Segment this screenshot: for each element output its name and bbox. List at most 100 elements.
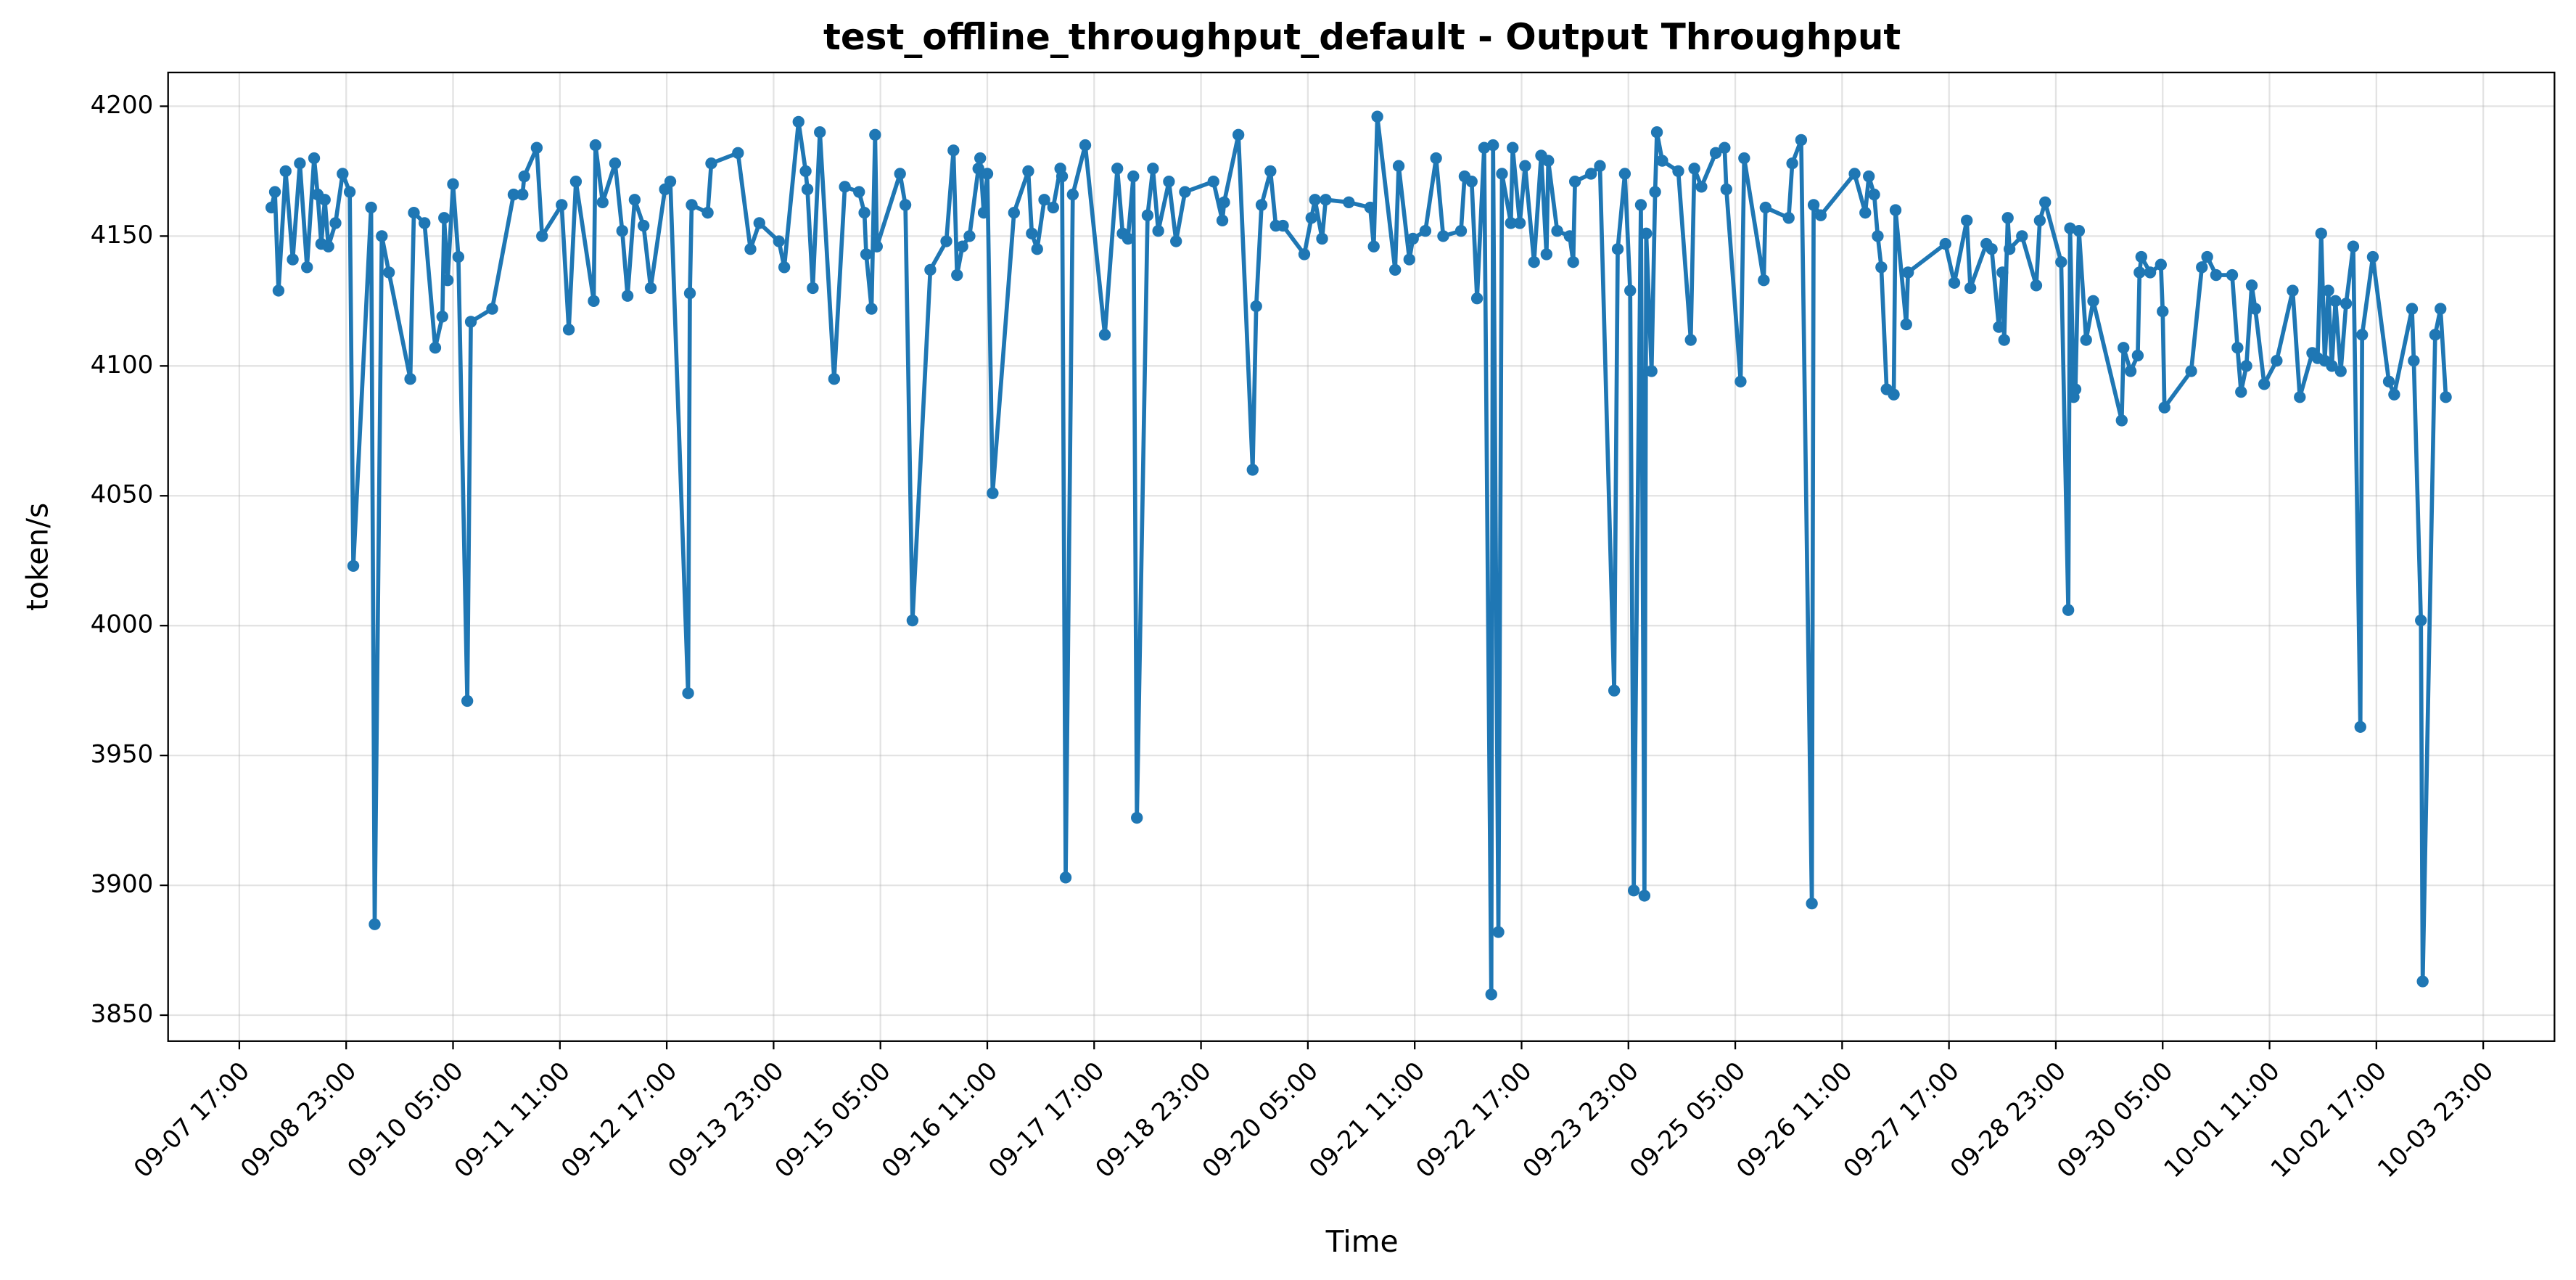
data-point bbox=[447, 178, 459, 190]
data-point bbox=[1695, 181, 1708, 193]
data-point bbox=[1889, 204, 1902, 216]
data-point bbox=[2287, 284, 2299, 297]
data-point bbox=[2294, 391, 2306, 403]
data-point bbox=[1688, 163, 1700, 175]
data-point bbox=[1298, 248, 1311, 260]
data-point bbox=[839, 181, 851, 193]
y-tick-label: 4200 bbox=[91, 91, 154, 120]
data-point bbox=[2064, 222, 2076, 234]
data-point bbox=[347, 559, 360, 573]
data-point bbox=[1264, 165, 1277, 178]
data-point bbox=[294, 157, 306, 170]
data-point bbox=[1902, 266, 1914, 279]
y-tick-label: 4050 bbox=[91, 480, 154, 509]
data-point bbox=[1795, 134, 1808, 147]
y-tick-label: 4000 bbox=[91, 610, 154, 639]
data-point bbox=[1758, 274, 1770, 287]
data-point bbox=[2347, 240, 2360, 253]
data-point bbox=[1568, 176, 1581, 188]
data-point bbox=[807, 282, 819, 295]
y-axis-label: token/s bbox=[20, 503, 55, 611]
data-point bbox=[924, 263, 937, 276]
data-point bbox=[1059, 871, 1072, 884]
data-point bbox=[1986, 243, 1998, 255]
data-point bbox=[1122, 232, 1135, 245]
data-point bbox=[1492, 926, 1505, 938]
data-point bbox=[337, 168, 349, 180]
data-point bbox=[1672, 165, 1684, 178]
data-point bbox=[1407, 232, 1419, 245]
data-point bbox=[2382, 375, 2395, 387]
data-point bbox=[2340, 298, 2353, 310]
data-point bbox=[906, 614, 919, 627]
data-point bbox=[2055, 255, 2067, 268]
data-point bbox=[2315, 227, 2327, 239]
data-point bbox=[792, 115, 805, 128]
data-point bbox=[1207, 176, 1219, 188]
data-point bbox=[308, 152, 321, 165]
data-point bbox=[1364, 201, 1376, 214]
data-point bbox=[569, 176, 583, 188]
data-point bbox=[1859, 206, 1872, 219]
data-point bbox=[408, 206, 420, 219]
data-point bbox=[1551, 225, 1563, 237]
data-point bbox=[860, 248, 873, 260]
data-point bbox=[588, 295, 600, 308]
data-point bbox=[1594, 160, 1606, 172]
data-point bbox=[369, 918, 381, 930]
data-point bbox=[2415, 614, 2427, 627]
data-point bbox=[279, 165, 292, 178]
data-point bbox=[956, 240, 968, 253]
data-point bbox=[1470, 292, 1484, 305]
data-point bbox=[2245, 279, 2258, 292]
data-point bbox=[2003, 243, 2016, 255]
data-point bbox=[1309, 194, 1321, 206]
data-point bbox=[1720, 183, 1732, 196]
data-point bbox=[869, 128, 881, 141]
data-point bbox=[1250, 300, 1262, 313]
data-point bbox=[1738, 152, 1750, 165]
data-point bbox=[977, 206, 990, 219]
data-point bbox=[2322, 284, 2334, 297]
data-point bbox=[1807, 199, 1820, 211]
data-point bbox=[1026, 227, 1038, 239]
data-point bbox=[1585, 168, 1597, 180]
data-point bbox=[1343, 196, 1355, 209]
data-point bbox=[963, 230, 976, 242]
data-point bbox=[1047, 201, 1059, 214]
data-point bbox=[1814, 209, 1827, 221]
data-point bbox=[2329, 295, 2342, 308]
data-point bbox=[2039, 196, 2052, 209]
data-point bbox=[1540, 248, 1553, 260]
data-point bbox=[1634, 199, 1647, 211]
y-tick-label: 4100 bbox=[91, 350, 154, 380]
data-point bbox=[1624, 284, 1637, 297]
x-axis-label: Time bbox=[1325, 1224, 1399, 1259]
data-point bbox=[1519, 160, 1531, 172]
data-point bbox=[507, 188, 520, 201]
data-point bbox=[1649, 186, 1661, 198]
data-point bbox=[2235, 385, 2247, 398]
data-point bbox=[2131, 349, 2144, 362]
data-point bbox=[2030, 279, 2043, 292]
data-point bbox=[1656, 155, 1668, 167]
data-point bbox=[1255, 199, 1268, 211]
data-point bbox=[1507, 141, 1519, 154]
data-point bbox=[664, 176, 677, 188]
data-point bbox=[452, 250, 465, 263]
data-point bbox=[1638, 890, 1651, 902]
data-point bbox=[1640, 227, 1653, 239]
data-point bbox=[621, 290, 634, 302]
data-point bbox=[1709, 147, 1722, 160]
data-point bbox=[2118, 342, 2130, 354]
data-point bbox=[1611, 243, 1624, 255]
data-point bbox=[2416, 975, 2429, 988]
data-point bbox=[871, 240, 883, 253]
data-point bbox=[940, 235, 952, 247]
data-point bbox=[1147, 163, 1159, 175]
data-point bbox=[1888, 388, 1900, 401]
data-point bbox=[1179, 186, 1191, 198]
data-point bbox=[562, 324, 575, 336]
data-point bbox=[1806, 897, 1818, 910]
